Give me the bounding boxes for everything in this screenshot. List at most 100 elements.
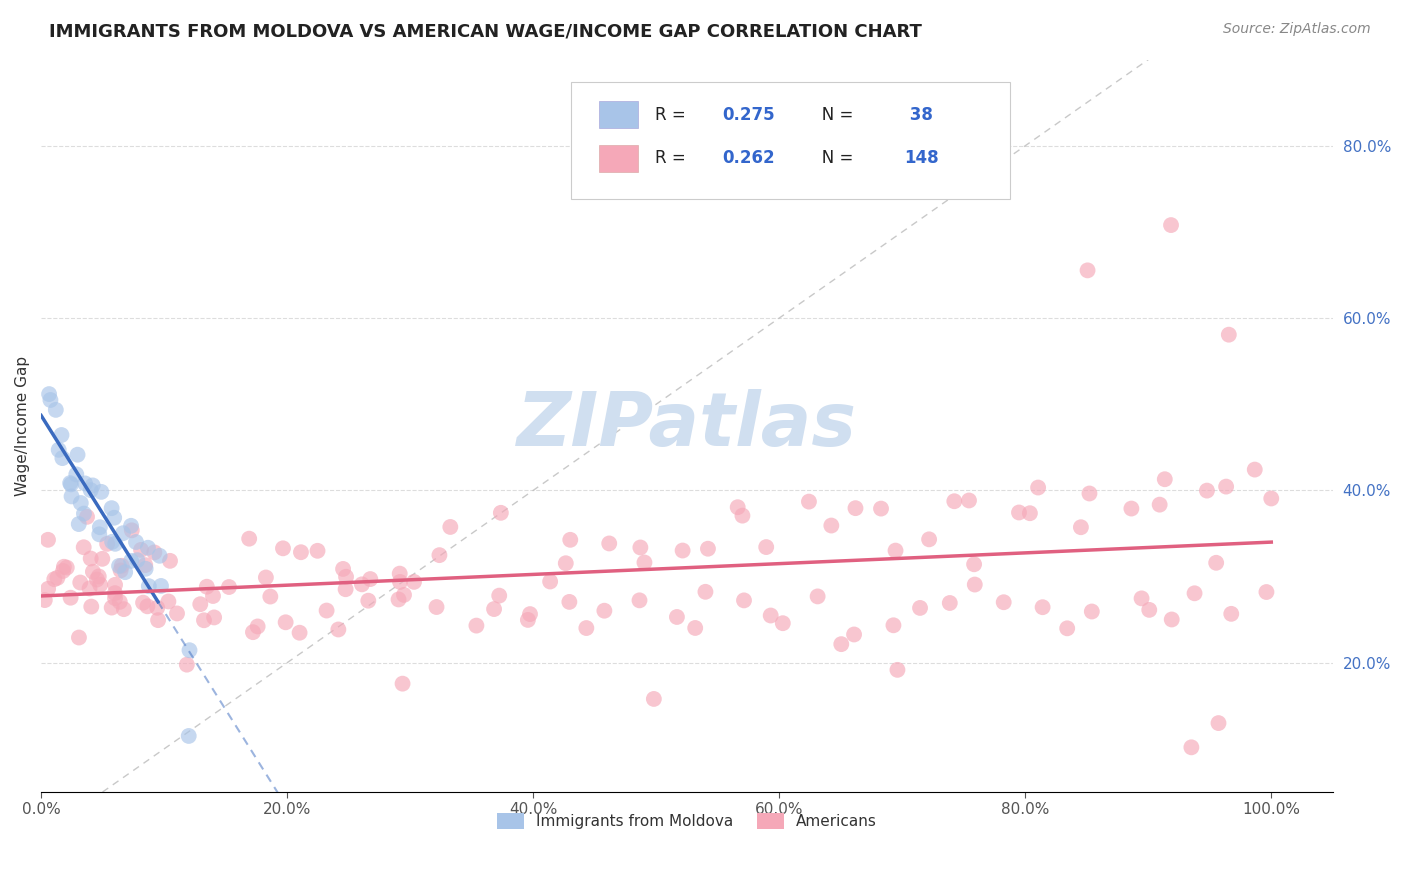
Point: [335, 570, 357, 584]
Point: [387, 592, 409, 607]
Point: [218, 580, 240, 594]
Point: [439, 520, 461, 534]
Point: [519, 607, 541, 621]
Point: [593, 604, 616, 618]
Point: [1184, 586, 1206, 600]
Point: [307, 543, 329, 558]
Point: [132, 596, 155, 610]
Point: [149, 549, 172, 563]
Point: [665, 610, 688, 624]
Point: [157, 594, 180, 608]
Point: [67, 631, 90, 645]
Point: [76, 509, 98, 524]
Point: [150, 579, 173, 593]
Point: [335, 582, 357, 597]
Point: [100, 501, 122, 516]
Point: [429, 548, 451, 562]
Point: [489, 506, 512, 520]
Point: [554, 556, 576, 570]
Point: [134, 558, 156, 573]
Point: [755, 540, 778, 554]
Point: [202, 610, 225, 624]
Point: [52, 559, 75, 574]
Point: [188, 597, 211, 611]
Text: N =: N =: [806, 105, 859, 123]
Point: [1256, 585, 1278, 599]
Point: [254, 570, 277, 584]
Point: [1208, 716, 1230, 731]
Point: [1019, 506, 1042, 520]
Point: [66, 448, 89, 462]
Point: [1026, 481, 1049, 495]
Point: [146, 613, 169, 627]
Point: [797, 494, 820, 508]
Point: [110, 563, 132, 577]
Point: [939, 596, 962, 610]
Point: [108, 558, 131, 573]
Point: [104, 591, 127, 606]
Point: [201, 589, 224, 603]
Point: [274, 615, 297, 630]
Point: [45, 402, 67, 417]
Point: [488, 589, 510, 603]
Point: [79, 551, 101, 566]
Point: [963, 577, 986, 591]
Point: [628, 593, 651, 607]
Point: [963, 558, 986, 572]
Point: [1077, 263, 1099, 277]
Point: [104, 578, 127, 592]
Point: [120, 554, 142, 568]
Point: [129, 542, 152, 557]
Point: [87, 569, 110, 583]
Point: [288, 625, 311, 640]
Point: [820, 518, 842, 533]
Point: [598, 536, 620, 550]
Point: [34, 593, 56, 607]
Point: [89, 527, 111, 541]
Point: [830, 637, 852, 651]
Point: [104, 537, 127, 551]
Text: 0.262: 0.262: [721, 150, 775, 168]
Point: [103, 510, 125, 524]
Point: [389, 574, 412, 589]
Point: [807, 590, 830, 604]
Point: [59, 476, 82, 491]
Point: [683, 621, 706, 635]
Point: [884, 543, 907, 558]
Point: [159, 554, 181, 568]
Point: [731, 508, 754, 523]
Point: [89, 520, 111, 534]
Point: [1180, 740, 1202, 755]
Point: [391, 676, 413, 690]
Point: [238, 532, 260, 546]
Point: [271, 541, 294, 556]
Point: [1218, 327, 1240, 342]
Point: [101, 534, 124, 549]
Point: [90, 484, 112, 499]
Point: [1149, 498, 1171, 512]
Point: [177, 729, 200, 743]
Point: [882, 618, 904, 632]
Point: [943, 494, 966, 508]
Point: [121, 524, 143, 538]
Point: [772, 616, 794, 631]
Point: [67, 517, 90, 532]
Point: [671, 543, 693, 558]
Point: [69, 575, 91, 590]
Point: [59, 591, 82, 605]
Point: [844, 501, 866, 516]
Point: [91, 551, 114, 566]
Point: [127, 553, 149, 567]
Point: [69, 496, 91, 510]
Point: [388, 566, 411, 581]
Point: [1137, 603, 1160, 617]
Point: [55, 560, 77, 574]
Point: [908, 601, 931, 615]
Point: [146, 600, 169, 615]
Point: [114, 565, 136, 579]
Point: [628, 541, 651, 555]
Text: N =: N =: [806, 150, 859, 168]
Point: [842, 627, 865, 641]
Text: R =: R =: [655, 105, 690, 123]
Point: [1070, 520, 1092, 534]
